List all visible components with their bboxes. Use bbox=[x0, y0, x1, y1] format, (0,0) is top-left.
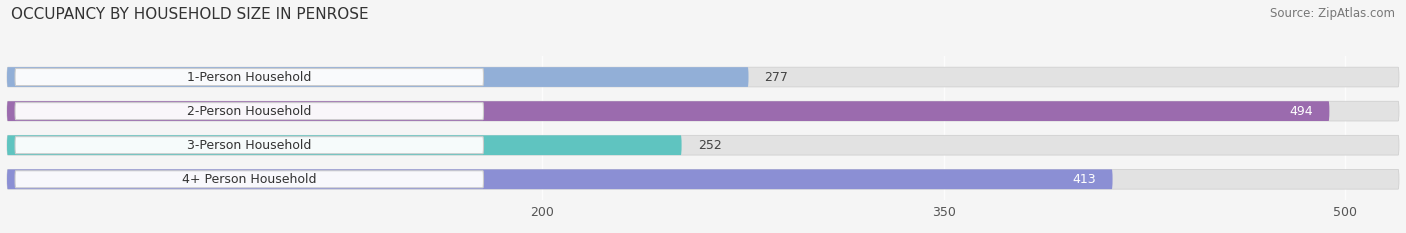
FancyBboxPatch shape bbox=[7, 67, 748, 87]
FancyBboxPatch shape bbox=[15, 103, 484, 120]
FancyBboxPatch shape bbox=[7, 135, 682, 155]
Text: 1-Person Household: 1-Person Household bbox=[187, 71, 312, 84]
Text: 494: 494 bbox=[1289, 105, 1313, 118]
FancyBboxPatch shape bbox=[15, 171, 484, 188]
Text: 413: 413 bbox=[1073, 173, 1097, 186]
FancyBboxPatch shape bbox=[7, 67, 1399, 87]
Text: 277: 277 bbox=[765, 71, 789, 84]
FancyBboxPatch shape bbox=[7, 101, 1399, 121]
Text: 4+ Person Household: 4+ Person Household bbox=[181, 173, 316, 186]
Text: 252: 252 bbox=[697, 139, 721, 152]
FancyBboxPatch shape bbox=[7, 169, 1112, 189]
FancyBboxPatch shape bbox=[15, 137, 484, 154]
Text: 3-Person Household: 3-Person Household bbox=[187, 139, 312, 152]
FancyBboxPatch shape bbox=[7, 101, 1330, 121]
Text: OCCUPANCY BY HOUSEHOLD SIZE IN PENROSE: OCCUPANCY BY HOUSEHOLD SIZE IN PENROSE bbox=[11, 7, 368, 22]
Text: 2-Person Household: 2-Person Household bbox=[187, 105, 312, 118]
FancyBboxPatch shape bbox=[7, 169, 1399, 189]
FancyBboxPatch shape bbox=[7, 135, 1399, 155]
FancyBboxPatch shape bbox=[15, 69, 484, 86]
Text: Source: ZipAtlas.com: Source: ZipAtlas.com bbox=[1270, 7, 1395, 20]
